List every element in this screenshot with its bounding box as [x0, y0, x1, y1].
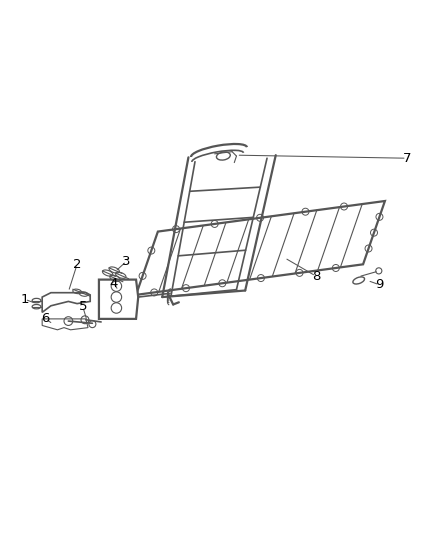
Polygon shape	[42, 319, 88, 330]
Text: 4: 4	[109, 277, 117, 289]
Text: 9: 9	[375, 278, 384, 292]
Text: 5: 5	[78, 300, 87, 313]
Text: 7: 7	[403, 152, 411, 165]
Text: 6: 6	[42, 312, 50, 325]
Text: 3: 3	[122, 255, 131, 268]
Polygon shape	[42, 293, 90, 312]
Polygon shape	[99, 280, 138, 319]
Text: 2: 2	[73, 258, 81, 271]
Text: 8: 8	[312, 270, 320, 282]
Text: 1: 1	[21, 293, 29, 306]
